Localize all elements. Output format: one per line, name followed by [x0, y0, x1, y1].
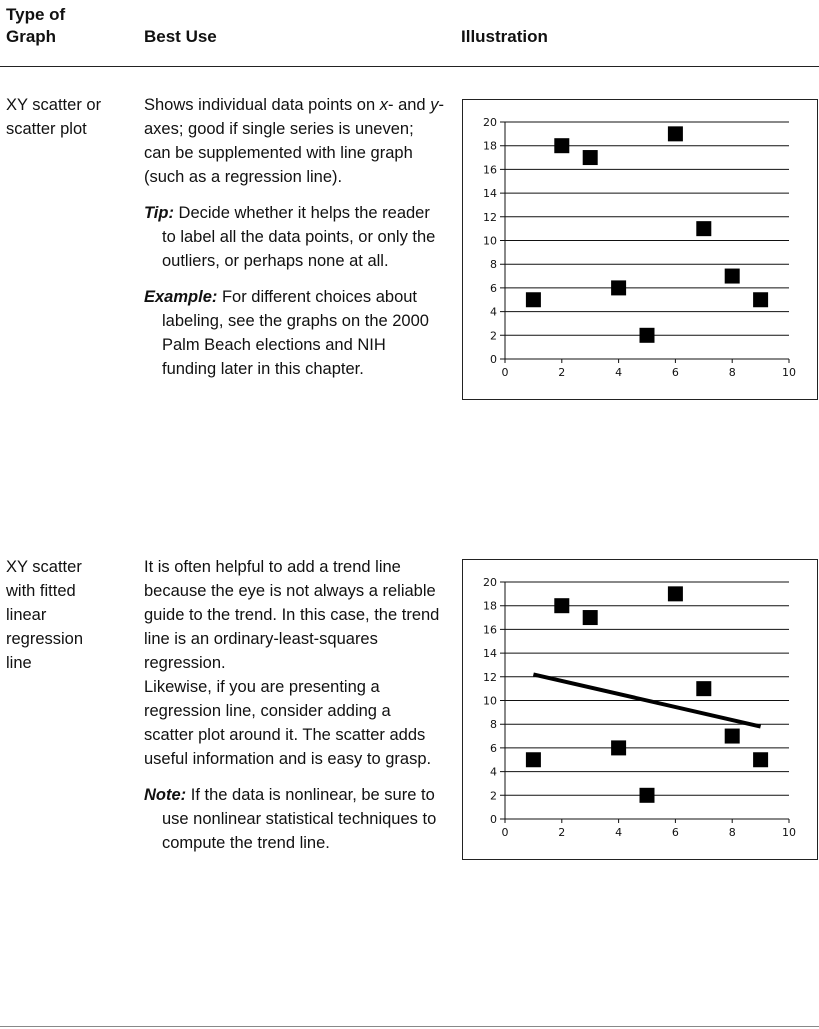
row1-use-y: y — [430, 96, 439, 114]
x-tick-label: 10 — [782, 366, 796, 379]
row1-example-label: Example: — [144, 288, 218, 306]
row2-type-line2: with fitted — [6, 582, 76, 600]
row1-type-line1: XY scatter or — [6, 96, 102, 114]
row2-use-p2: Likewise, if you are presenting a regres… — [144, 678, 432, 768]
row1-best-use: Shows individual data points on x- and y… — [144, 93, 444, 393]
y-tick-label: 10 — [483, 695, 497, 708]
row1-example: Example: For different choices about lab… — [144, 285, 444, 381]
header-best-use: Best Use — [144, 27, 217, 46]
data-point — [582, 610, 598, 626]
y-tick-label: 10 — [483, 235, 497, 248]
data-point — [554, 138, 570, 154]
x-tick-label: 0 — [502, 366, 509, 379]
x-tick-label: 8 — [729, 826, 736, 839]
scatter-chart-2-svg: 0 2 4 6 8 10 12 14 16 18 20 0 2 4 6 8 10 — [462, 559, 818, 860]
row1-example-text: For different choices about labeling, se… — [162, 288, 429, 378]
data-point — [753, 752, 769, 768]
header-type-line2: Graph — [6, 27, 57, 46]
y-tick-label: 20 — [483, 576, 497, 589]
data-point — [696, 681, 712, 697]
row2-type: XY scatter with fitted linear regression… — [6, 555, 131, 675]
row1-type-line2: scatter plot — [6, 120, 87, 138]
x-tick-label: 2 — [558, 366, 565, 379]
y-tick-label: 0 — [490, 813, 497, 826]
row2-note-text: If the data is nonlinear, be sure to use… — [162, 786, 437, 852]
x-tick-label: 2 — [558, 826, 565, 839]
data-point — [639, 327, 655, 343]
x-tick-label: 4 — [615, 366, 622, 379]
header-type-line1: Type of — [6, 5, 66, 24]
data-point — [696, 221, 712, 237]
scatter-chart-2: 0 2 4 6 8 10 12 14 16 18 20 0 2 4 6 8 10 — [462, 559, 818, 860]
header-illustration: Illustration — [461, 27, 548, 46]
footer-rule — [0, 1026, 819, 1027]
row2-type-line1: XY scatter — [6, 558, 82, 576]
data-point — [525, 292, 541, 308]
x-tick-label: 10 — [782, 826, 796, 839]
row1-use-post: -axes; good if single series is uneven; … — [144, 96, 444, 186]
x-tick-label: 0 — [502, 826, 509, 839]
y-tick-label: 6 — [490, 742, 497, 755]
y-tick-label: 0 — [490, 353, 497, 366]
y-tick-label: 2 — [490, 789, 497, 802]
row1-use-pre: Shows individual data points on — [144, 96, 380, 114]
data-point — [611, 740, 627, 756]
y-tick-label: 8 — [490, 718, 497, 731]
y-tick-label: 12 — [483, 211, 497, 224]
row1-use-mid: - and — [388, 96, 431, 114]
trend-line — [532, 672, 762, 729]
row2-type-line4: regression — [6, 630, 84, 648]
row1-tip-label: Tip: — [144, 204, 174, 222]
header-rule — [0, 66, 819, 67]
row2-use-p1: It is often helpful to add a trend line … — [144, 558, 440, 672]
data-point — [667, 586, 683, 602]
data-point — [639, 787, 655, 803]
data-point — [582, 150, 598, 166]
row2-best-use: It is often helpful to add a trend line … — [144, 555, 444, 867]
y-tick-label: 18 — [483, 140, 497, 153]
row2-note-label: Note: — [144, 786, 187, 804]
y-tick-label: 4 — [490, 306, 497, 319]
row1-tip: Tip: Decide whether it helps the reader … — [144, 201, 444, 273]
data-point — [554, 598, 570, 614]
y-tick-label: 20 — [483, 116, 497, 129]
data-point — [525, 752, 541, 768]
y-tick-label: 18 — [483, 600, 497, 613]
data-point — [667, 126, 683, 142]
row1-use-paragraph: Shows individual data points on x- and y… — [144, 93, 444, 189]
y-tick-label: 6 — [490, 282, 497, 295]
x-tick-label: 4 — [615, 826, 622, 839]
x-tick-label: 8 — [729, 366, 736, 379]
chart-frame — [462, 559, 818, 860]
row2-note: Note: If the data is nonlinear, be sure … — [144, 783, 444, 855]
row1-tip-text: Decide whether it helps the reader to la… — [162, 204, 436, 270]
data-point — [724, 728, 740, 744]
header-type-of-graph: Type of Graph — [6, 4, 65, 48]
scatter-chart-1: 0 2 4 6 8 10 12 14 16 18 20 0 2 4 6 8 10 — [462, 99, 818, 400]
row1-type: XY scatter or scatter plot — [6, 93, 131, 141]
row1-use-x: x — [379, 96, 388, 114]
chart-frame — [462, 99, 818, 400]
row2-type-line3: linear — [6, 606, 47, 624]
data-point — [724, 268, 740, 284]
x-tick-label: 6 — [672, 366, 679, 379]
data-point — [611, 280, 627, 296]
y-tick-label: 8 — [490, 258, 497, 271]
y-tick-label: 4 — [490, 766, 497, 779]
y-tick-label: 16 — [483, 623, 497, 636]
y-tick-label: 16 — [483, 163, 497, 176]
y-tick-label: 2 — [490, 329, 497, 342]
y-tick-label: 14 — [483, 187, 497, 200]
data-point — [753, 292, 769, 308]
x-tick-label: 6 — [672, 826, 679, 839]
scatter-chart-1-svg: 0 2 4 6 8 10 12 14 16 18 20 0 2 4 6 8 10 — [462, 99, 818, 400]
y-tick-label: 12 — [483, 671, 497, 684]
y-tick-label: 14 — [483, 647, 497, 660]
row2-type-line5: line — [6, 654, 32, 672]
